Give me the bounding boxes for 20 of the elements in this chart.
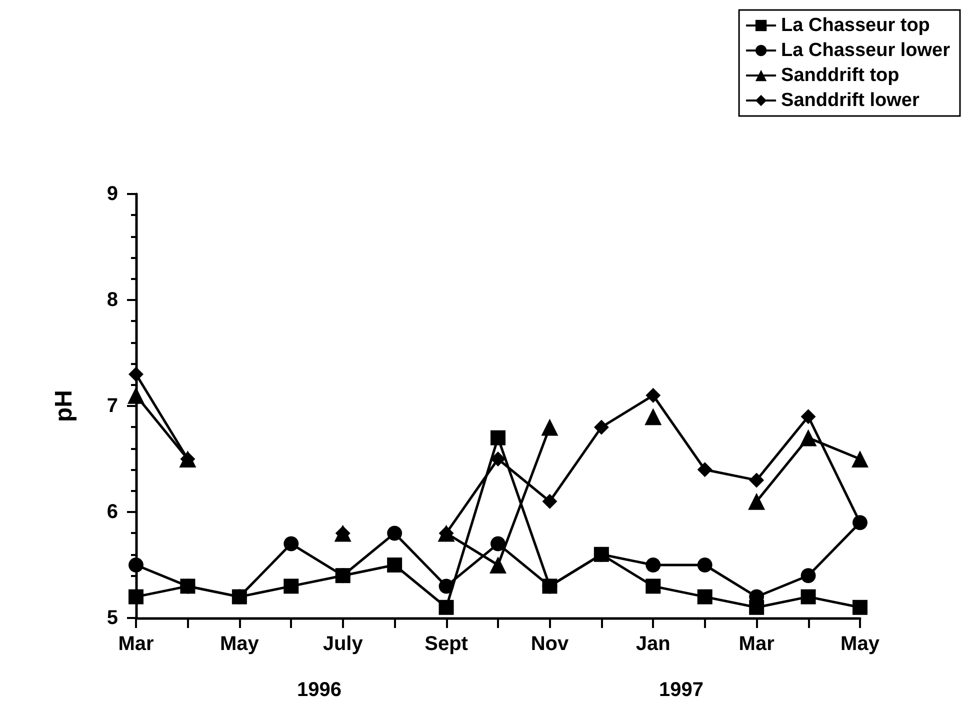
y-tick-label: 8 xyxy=(106,289,118,311)
x-tick-label: Mar xyxy=(738,633,775,655)
x-tick-label: Nov xyxy=(530,633,570,655)
legend-label: Sanddrift lower xyxy=(781,90,920,111)
x-tick-label: May xyxy=(840,633,880,655)
y-tick-label: 9 xyxy=(106,183,118,205)
text: 1996 xyxy=(297,679,342,701)
x-tick-label: May xyxy=(220,633,260,655)
legend-label: Sanddrift top xyxy=(781,65,900,86)
y-axis-title: pH xyxy=(50,390,78,422)
y-tick-label: 6 xyxy=(106,501,118,523)
x-tick-label: Jan xyxy=(636,633,670,655)
text: 1997 xyxy=(659,679,704,701)
x-tick-label: Sept xyxy=(424,633,468,655)
y-tick-label: 7 xyxy=(106,395,118,417)
y-tick-label: 5 xyxy=(106,607,118,629)
x-tick-label: Mar xyxy=(118,633,154,655)
x-tick-label: July xyxy=(322,633,364,655)
legend-label: La Chasseur top xyxy=(781,15,930,36)
legend-label: La Chasseur lower xyxy=(781,40,951,61)
